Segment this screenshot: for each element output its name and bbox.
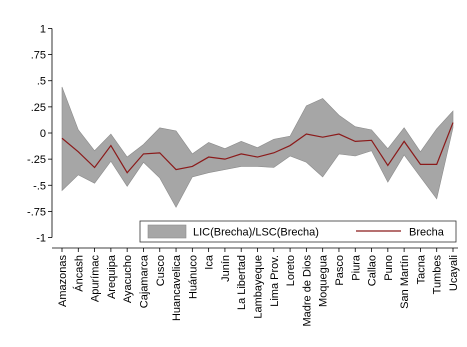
x-tick-label-3: Arequipa [106,254,118,299]
x-tick-label-12: Lambayeque [253,255,265,319]
y-tick-label-4: 0 [40,128,46,140]
y-tick-label-1: .75 [31,50,46,62]
confidence-band [61,86,454,208]
x-tick-label-24: Ucayali [448,255,460,291]
y-tick-label-7: -.75 [27,206,46,218]
legend-box [139,220,457,243]
x-tick-label-23: Tumbes [432,255,444,295]
x-tick-label-2: Apurímac [90,255,102,303]
x-tick-label-1: Áncash [72,255,85,292]
plot-area [61,86,454,208]
y-tick-label-3: .25 [31,102,46,114]
x-tick-label-4: Ayacucho [122,255,134,303]
x-tick-label-6: Cusco [155,255,167,286]
x-tick-label-8: Huánuco [187,255,199,299]
legend: LIC(Brecha)/LSC(Brecha) Brecha [139,220,457,243]
y-tick-label-5: -.25 [27,154,46,166]
x-tick-label-11: La Libertad [236,255,248,310]
y-tick-label-2: .5 [37,76,46,88]
x-tick-label-20: Puno [383,255,395,281]
y-tick-label-8: -1 [36,233,46,245]
x-tick-label-22: Tacna [415,254,427,284]
x-tick-label-14: Loreto [285,255,297,286]
x-tick-label-21: San Martín [399,255,411,309]
x-tick-label-10: Junín [220,255,232,282]
x-tick-label-18: Piura [350,254,362,281]
x-tick-label-17: Pasco [334,255,346,286]
legend-label-line: Brecha [409,227,445,239]
y-tick-label-6: -.5 [33,180,46,192]
y-tick-label-0: 1 [40,23,46,35]
x-tick-label-16: Moquegua [318,254,330,307]
x-tick-label-0: Amazonas [57,255,69,307]
y-axis: 1 .75 .5 .25 0 -.25 -.5 -.75 -1 [27,23,53,245]
x-tick-label-13: Lima Prov. [269,255,281,307]
x-axis: Amazonas Áncash Apurímac Arequipa Ayacucho Ca… [52,247,460,327]
legend-label-band: LIC(Brecha)/LSC(Brecha) [193,227,319,239]
x-tick-label-9: Ica [204,254,216,270]
x-tick-label-5: Cajamarca [138,254,150,308]
x-tick-label-7: Huancavelica [171,254,183,321]
legend-swatch-band [147,224,187,239]
x-tick-label-15: Madre de Dios [301,255,313,327]
x-tick-label-19: Callao [367,255,379,286]
